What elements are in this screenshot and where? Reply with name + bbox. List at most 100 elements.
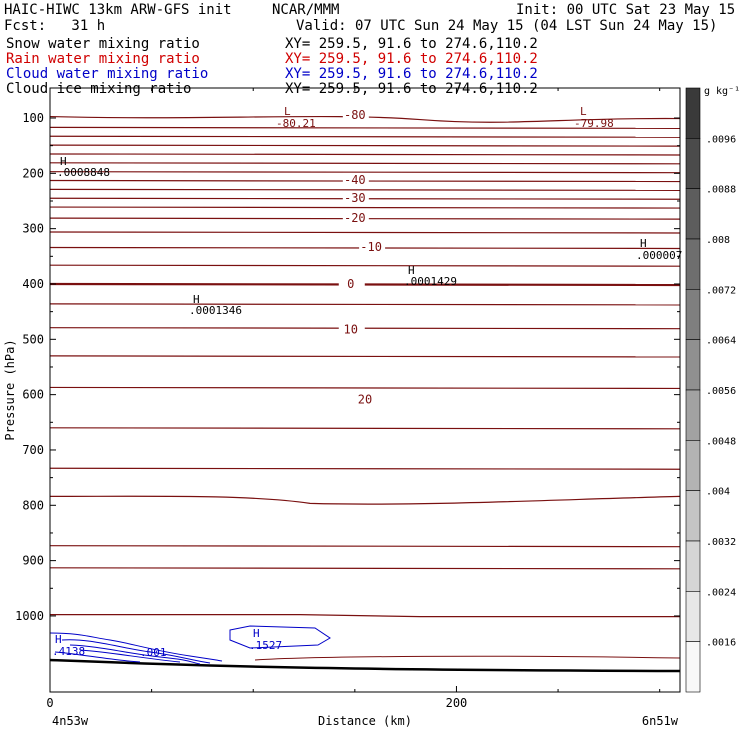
colorbar-swatch bbox=[685, 440, 701, 491]
temperature-contour bbox=[49, 231, 681, 234]
temperature-contour bbox=[49, 467, 681, 470]
x-axis-label: Distance (km) bbox=[318, 714, 412, 728]
legend-xy: XY= 259.5, 91.6 to 274.6,110.2 bbox=[285, 36, 538, 52]
y-tick-label: 400 bbox=[22, 277, 44, 291]
temperature-contour bbox=[49, 115, 681, 123]
low-marker: L bbox=[284, 105, 291, 118]
legend-xy: XY= 259.5, 91.6 to 274.6,110.2 bbox=[285, 66, 538, 82]
y-tick-label: 700 bbox=[22, 443, 44, 457]
contour-label-bg bbox=[342, 108, 369, 122]
contour-label: 0 bbox=[347, 277, 354, 291]
header-org: NCAR/MMM bbox=[272, 2, 340, 18]
temperature-contour bbox=[49, 135, 681, 138]
y-tick-label: 100 bbox=[22, 111, 44, 125]
temperature-contour bbox=[49, 217, 681, 220]
cloud-water-high-value: .1527 bbox=[249, 639, 282, 652]
colorbar-swatch bbox=[685, 87, 701, 139]
contour-label-bg bbox=[342, 172, 369, 186]
high-marker: H bbox=[640, 237, 647, 250]
x-left-location: 4n53w bbox=[52, 714, 89, 728]
contour-label-bg bbox=[338, 276, 365, 290]
legend-name: Snow water mixing ratio bbox=[6, 36, 200, 52]
colorbar-tick-label: .0016 bbox=[706, 638, 736, 649]
y-tick-label: 500 bbox=[22, 332, 44, 346]
colorbar-tick-label: .0056 bbox=[706, 386, 736, 397]
x-tick-label: 200 bbox=[446, 696, 468, 710]
temperature-contour bbox=[49, 303, 681, 306]
temperature-contour bbox=[49, 162, 681, 165]
high-marker: H bbox=[193, 293, 200, 306]
contour-label: -30 bbox=[344, 191, 366, 205]
high-value: .000007 bbox=[636, 249, 682, 262]
temperature-contour bbox=[49, 386, 681, 390]
colorbar-unit: g kg⁻¹ bbox=[704, 86, 740, 97]
header-title: HAIC-HIWC 13km ARW-GFS init bbox=[4, 2, 232, 18]
terrain-line bbox=[49, 658, 681, 673]
cloud-water-high-marker: H bbox=[253, 627, 260, 640]
temperature-contour bbox=[49, 355, 681, 358]
colorbar-tick-label: .0032 bbox=[706, 537, 736, 548]
colorbar-swatch bbox=[685, 389, 701, 441]
contour-label: -40 bbox=[344, 173, 366, 187]
cloud-water-high-value: .4138 bbox=[52, 645, 85, 658]
temperature-contour bbox=[49, 545, 681, 548]
temperature-contour bbox=[49, 171, 681, 174]
cloud-water-contour bbox=[229, 625, 331, 649]
colorbar-tick-label: .0096 bbox=[706, 134, 736, 145]
colorbar-swatch bbox=[685, 641, 701, 693]
low-marker: L bbox=[580, 105, 587, 118]
colorbar-tick-label: .0024 bbox=[706, 587, 736, 598]
contour-label-bg bbox=[338, 322, 365, 336]
contour-label: 10 bbox=[344, 322, 358, 336]
high-value: .0001429 bbox=[404, 275, 457, 288]
temperature-contour bbox=[49, 179, 681, 183]
legend-name: Rain water mixing ratio bbox=[6, 51, 200, 67]
temperature-contour bbox=[49, 144, 681, 147]
temperature-contour bbox=[50, 614, 680, 618]
header-init: Init: 00 UTC Sat 23 May 15 bbox=[516, 2, 736, 18]
low-value: -80.21 bbox=[276, 117, 316, 130]
temperature-contour bbox=[49, 126, 681, 130]
cloud-water-contour bbox=[54, 651, 141, 663]
temperature-contour bbox=[49, 495, 681, 505]
colorbar-swatch bbox=[685, 591, 701, 642]
contour-label-bg bbox=[342, 211, 369, 225]
y-axis-label: Pressure (hPa) bbox=[3, 339, 17, 440]
colorbar-swatch bbox=[685, 138, 701, 189]
colorbar-swatch bbox=[685, 490, 701, 542]
cloud-water-contour bbox=[49, 632, 223, 662]
cloud-water-high-marker: H bbox=[55, 633, 62, 646]
colorbar-tick-label: .008 bbox=[706, 235, 730, 246]
y-tick-label: 200 bbox=[22, 166, 44, 180]
cloud-water-contour-label: .001 bbox=[140, 646, 167, 659]
legend-name: Cloud water mixing ratio bbox=[6, 66, 209, 82]
legend-name: Cloud ice mixing ratio bbox=[6, 81, 192, 97]
colorbar-swatch bbox=[685, 188, 701, 240]
high-marker: H bbox=[60, 155, 67, 168]
contour-label-bg bbox=[359, 239, 386, 253]
contour-label: 20 bbox=[358, 393, 372, 407]
temperature-contour bbox=[49, 264, 681, 267]
temperature-contour bbox=[49, 282, 681, 287]
low-value: -79.98 bbox=[574, 117, 614, 130]
y-tick-label: 900 bbox=[22, 554, 44, 568]
y-tick-label: 800 bbox=[22, 498, 44, 512]
y-tick-label: 600 bbox=[22, 388, 44, 402]
colorbar-tick-label: .0048 bbox=[706, 436, 736, 447]
header-fcst: Fcst: 31 h bbox=[4, 18, 106, 34]
legend-xy: XY= 259.5, 91.6 to 274.6,110.2 bbox=[285, 81, 538, 97]
temperature-contour bbox=[49, 153, 681, 156]
colorbar-tick-label: .004 bbox=[706, 487, 730, 498]
plot-frame bbox=[49, 87, 681, 693]
temperature-contour bbox=[49, 188, 681, 191]
x-tick-label: 0 bbox=[46, 696, 53, 710]
colorbar-tick-label: .0072 bbox=[706, 285, 736, 296]
temperature-contour bbox=[49, 197, 681, 200]
colorbar-swatch bbox=[685, 540, 701, 592]
high-value: .0008848 bbox=[57, 166, 110, 179]
y-tick-label: 1000 bbox=[15, 609, 44, 623]
temperature-contour bbox=[49, 246, 681, 250]
colorbar-tick-label: .0088 bbox=[706, 185, 736, 196]
header-valid: Valid: 07 UTC Sun 24 May 15 (04 LST Sun … bbox=[296, 18, 718, 34]
